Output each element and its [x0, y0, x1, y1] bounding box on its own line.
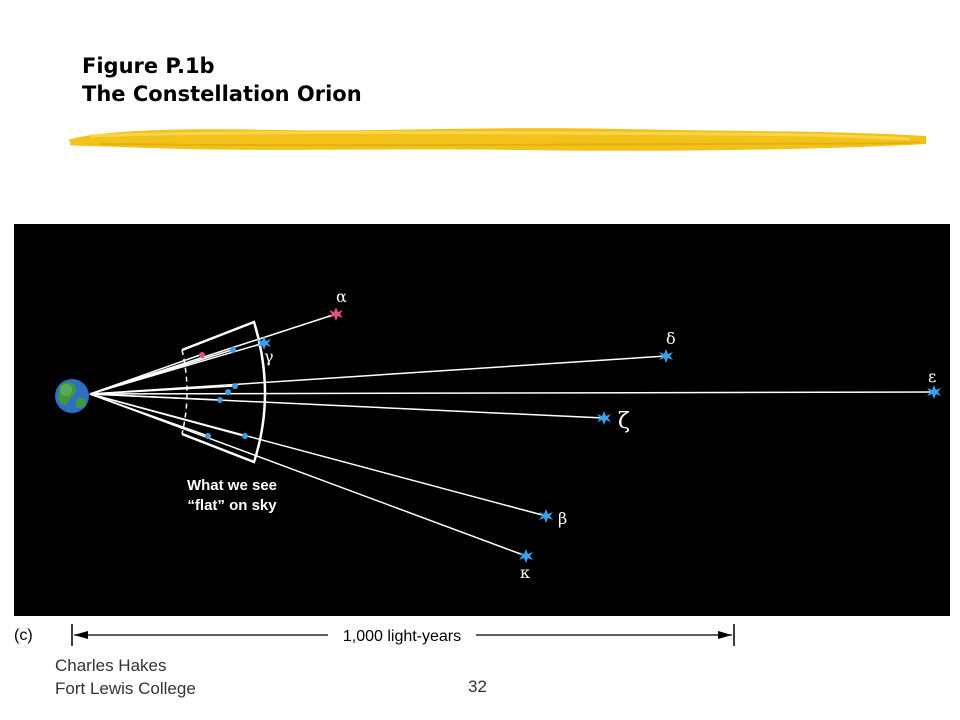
projected-dot-zeta [217, 397, 223, 403]
author-name: Charles Hakes [55, 656, 167, 675]
projected-dot-epsilon [225, 389, 231, 395]
projected-dot-beta [205, 433, 211, 439]
star-epsilon-icon [927, 385, 941, 399]
star-kappa-label: κ [520, 563, 530, 582]
earth-globe-icon [55, 379, 89, 413]
figure-title: The Constellation Orion [82, 82, 362, 106]
sight-lines [89, 313, 935, 557]
star-delta-label: δ [666, 329, 676, 348]
distance-scale-bar: (c) 1,000 light-years [14, 624, 735, 646]
projected-star-dots [199, 347, 248, 439]
slide-title: Figure P.1b The Constellation Orion [82, 52, 362, 108]
star-beta-icon [539, 509, 553, 523]
projected-dot-alpha [199, 352, 205, 358]
footer-credit: Charles Hakes Fort Lewis College [55, 654, 196, 700]
star-alpha: α [329, 287, 347, 321]
projected-dot-delta [232, 383, 238, 389]
star-gamma-icon [257, 336, 271, 350]
star-alpha-icon [329, 307, 343, 321]
star-gamma: γ [257, 336, 274, 366]
sight-line-epsilon [89, 391, 935, 395]
star-delta: δ [659, 329, 676, 363]
orion-diagram: α γ δ ε ζ β κ What we see “flat” on sky [14, 224, 950, 616]
scale-right-arrow [718, 631, 732, 639]
scale-left-arrow [74, 631, 88, 639]
institution-name: Fort Lewis College [55, 679, 196, 698]
star-beta-label: β [558, 509, 567, 528]
star-zeta-icon [597, 411, 611, 425]
star-epsilon: ε [927, 367, 941, 399]
scale-label: 1,000 light-years [343, 628, 461, 645]
projected-dot-gamma [230, 347, 236, 353]
star-zeta-label: ζ [618, 409, 630, 434]
sight-line-kappa [89, 393, 527, 557]
panel-label: (c) [14, 627, 33, 644]
star-beta: β [539, 509, 567, 528]
caption-line-1: What we see [187, 477, 277, 494]
caption-line-2: “flat” on sky [187, 497, 277, 514]
star-gamma-label: γ [264, 347, 274, 366]
diagram-background [14, 224, 950, 616]
figure-number: Figure P.1b [82, 54, 215, 78]
star-kappa: κ [519, 549, 533, 582]
highlighter-stroke [68, 128, 926, 151]
page-number: 32 [468, 677, 487, 696]
star-alpha-label: α [336, 287, 347, 306]
star-epsilon-label: ε [928, 367, 936, 386]
star-zeta: ζ [597, 409, 630, 434]
sight-line-delta [89, 355, 667, 395]
sky-projection-frame [181, 320, 267, 464]
star-delta-icon [659, 349, 673, 363]
star-kappa-icon [519, 549, 533, 563]
projected-dot-kappa [242, 433, 248, 439]
